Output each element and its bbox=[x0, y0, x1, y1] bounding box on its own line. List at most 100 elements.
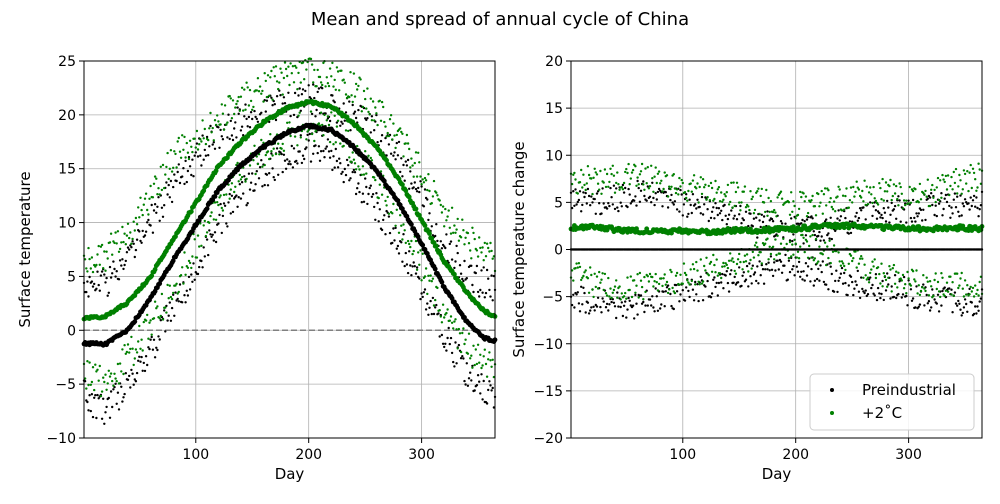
spread-point-warming bbox=[88, 361, 91, 364]
spread-point-preindustrial bbox=[972, 194, 976, 198]
spread-point-preindustrial bbox=[796, 270, 800, 273]
spread-point-warming bbox=[134, 348, 138, 351]
spread-point-preindustrial bbox=[977, 215, 980, 218]
spread-point-preindustrial bbox=[287, 162, 290, 166]
spread-point-warming bbox=[169, 295, 173, 299]
spread-point-preindustrial bbox=[949, 216, 952, 219]
spread-point-warming bbox=[248, 88, 252, 92]
spread-point-warming bbox=[413, 161, 416, 165]
spread-point-warming bbox=[251, 108, 254, 112]
spread-point-preindustrial bbox=[192, 175, 195, 178]
spread-point-warming bbox=[939, 179, 942, 182]
spread-point-warming bbox=[726, 183, 730, 187]
spread-point-warming bbox=[99, 245, 103, 248]
spread-point-preindustrial bbox=[316, 90, 319, 94]
spread-point-warming bbox=[335, 125, 339, 128]
spread-point-warming bbox=[953, 181, 957, 185]
spread-point-preindustrial bbox=[409, 170, 412, 173]
spread-point-warming bbox=[467, 242, 471, 245]
spread-point-warming bbox=[751, 250, 754, 254]
spread-point-preindustrial bbox=[879, 296, 882, 300]
spread-point-warming bbox=[726, 266, 730, 270]
spread-point-warming bbox=[826, 245, 829, 248]
spread-point-warming bbox=[190, 266, 193, 270]
spread-point-preindustrial bbox=[629, 202, 632, 205]
spread-point-warming bbox=[714, 271, 717, 274]
spread-point-warming bbox=[662, 187, 665, 191]
spread-point-warming bbox=[653, 280, 656, 283]
spread-point-warming bbox=[590, 273, 593, 277]
spread-point-preindustrial bbox=[971, 199, 975, 202]
spread-point-preindustrial bbox=[327, 150, 331, 153]
spread-point-warming bbox=[612, 174, 616, 177]
spread-point-warming bbox=[108, 375, 112, 378]
spread-point-warming bbox=[353, 95, 357, 98]
spread-point-warming bbox=[404, 142, 407, 145]
spread-point-preindustrial bbox=[378, 208, 381, 211]
spread-point-warming bbox=[116, 230, 120, 233]
mean-point-warming bbox=[384, 158, 389, 163]
spread-point-warming bbox=[199, 138, 202, 141]
y-axis-label: Surface temperature change bbox=[510, 141, 528, 357]
spread-point-preindustrial bbox=[695, 207, 698, 210]
spread-point-warming bbox=[720, 191, 723, 194]
spread-point-preindustrial bbox=[595, 192, 599, 195]
mean-point-preindustrial bbox=[381, 178, 387, 184]
spread-point-warming bbox=[483, 241, 486, 245]
spread-point-warming bbox=[204, 142, 208, 146]
spread-point-warming bbox=[338, 89, 341, 92]
spread-point-preindustrial bbox=[323, 156, 326, 159]
spread-point-warming bbox=[787, 256, 791, 260]
spread-point-preindustrial bbox=[212, 141, 215, 144]
spread-point-preindustrial bbox=[900, 296, 903, 299]
y-tick-label: 25 bbox=[58, 54, 76, 70]
spread-point-preindustrial bbox=[770, 268, 774, 271]
spread-point-preindustrial bbox=[336, 166, 340, 169]
spread-point-preindustrial bbox=[318, 159, 322, 162]
spread-point-preindustrial bbox=[304, 89, 307, 93]
spread-point-warming bbox=[144, 319, 148, 322]
spread-point-warming bbox=[691, 179, 695, 182]
spread-point-preindustrial bbox=[880, 292, 883, 296]
spread-point-preindustrial bbox=[401, 260, 404, 263]
spread-point-preindustrial bbox=[152, 209, 156, 212]
spread-point-warming bbox=[342, 78, 345, 81]
spread-point-preindustrial bbox=[412, 186, 415, 189]
spread-point-preindustrial bbox=[594, 212, 597, 215]
spread-point-preindustrial bbox=[881, 279, 884, 283]
spread-point-preindustrial bbox=[884, 220, 888, 223]
spread-point-preindustrial bbox=[139, 360, 142, 363]
y-tick-label: 0 bbox=[554, 243, 563, 259]
spread-point-warming bbox=[254, 172, 257, 176]
spread-point-preindustrial bbox=[272, 176, 275, 179]
spread-point-warming bbox=[115, 380, 118, 383]
spread-point-preindustrial bbox=[654, 287, 657, 290]
spread-point-warming bbox=[591, 288, 594, 291]
spread-point-warming bbox=[945, 281, 949, 284]
spread-point-warming bbox=[343, 81, 346, 84]
spread-point-warming bbox=[313, 68, 316, 72]
spread-point-preindustrial bbox=[349, 129, 352, 132]
spread-point-preindustrial bbox=[298, 87, 301, 90]
spread-point-preindustrial bbox=[348, 179, 351, 182]
spread-point-preindustrial bbox=[405, 164, 409, 167]
spread-point-preindustrial bbox=[125, 251, 129, 254]
spread-point-preindustrial bbox=[295, 159, 298, 163]
spread-point-warming bbox=[646, 275, 649, 278]
spread-point-preindustrial bbox=[771, 274, 775, 278]
spread-point-warming bbox=[725, 263, 728, 267]
spread-point-preindustrial bbox=[935, 302, 938, 305]
spread-point-preindustrial bbox=[922, 283, 925, 286]
spread-point-preindustrial bbox=[926, 197, 929, 200]
spread-point-preindustrial bbox=[688, 198, 691, 201]
spread-point-warming bbox=[908, 185, 911, 189]
spread-point-preindustrial bbox=[427, 313, 430, 316]
spread-point-warming bbox=[624, 170, 627, 174]
spread-point-warming bbox=[373, 176, 376, 179]
spread-point-warming bbox=[572, 173, 575, 176]
spread-point-preindustrial bbox=[120, 264, 123, 267]
spread-point-preindustrial bbox=[218, 146, 221, 149]
spread-point-preindustrial bbox=[209, 233, 212, 236]
spread-point-preindustrial bbox=[454, 260, 457, 263]
